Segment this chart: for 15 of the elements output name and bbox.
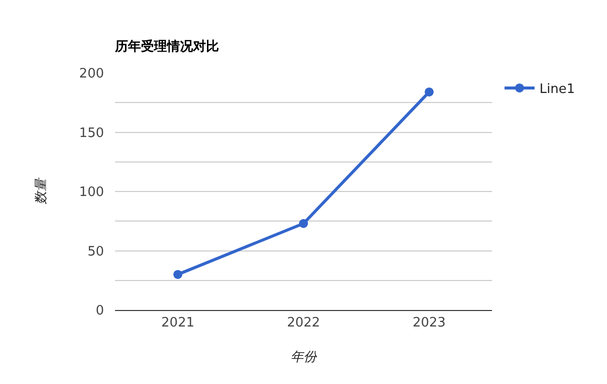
y-tick-label: 200 <box>79 66 104 82</box>
y-tick-label: 100 <box>79 185 104 200</box>
point <box>424 87 434 96</box>
y-tick-label: 50 <box>87 244 104 260</box>
x-tick-label: 2022 <box>286 316 320 331</box>
point <box>299 219 308 228</box>
x-tick-label: 2023 <box>412 316 446 331</box>
x-tick-label: 2021 <box>161 316 194 331</box>
x-axis-title: 年份 <box>290 350 318 366</box>
y-tick-label: 0 <box>96 304 104 319</box>
legend-label: Line1 <box>540 82 575 98</box>
chart-title: 历年受理情况对比 <box>114 38 219 55</box>
y-tick-label: 150 <box>79 126 104 141</box>
y-axis-title: 数量 <box>34 176 50 204</box>
point <box>173 270 182 279</box>
